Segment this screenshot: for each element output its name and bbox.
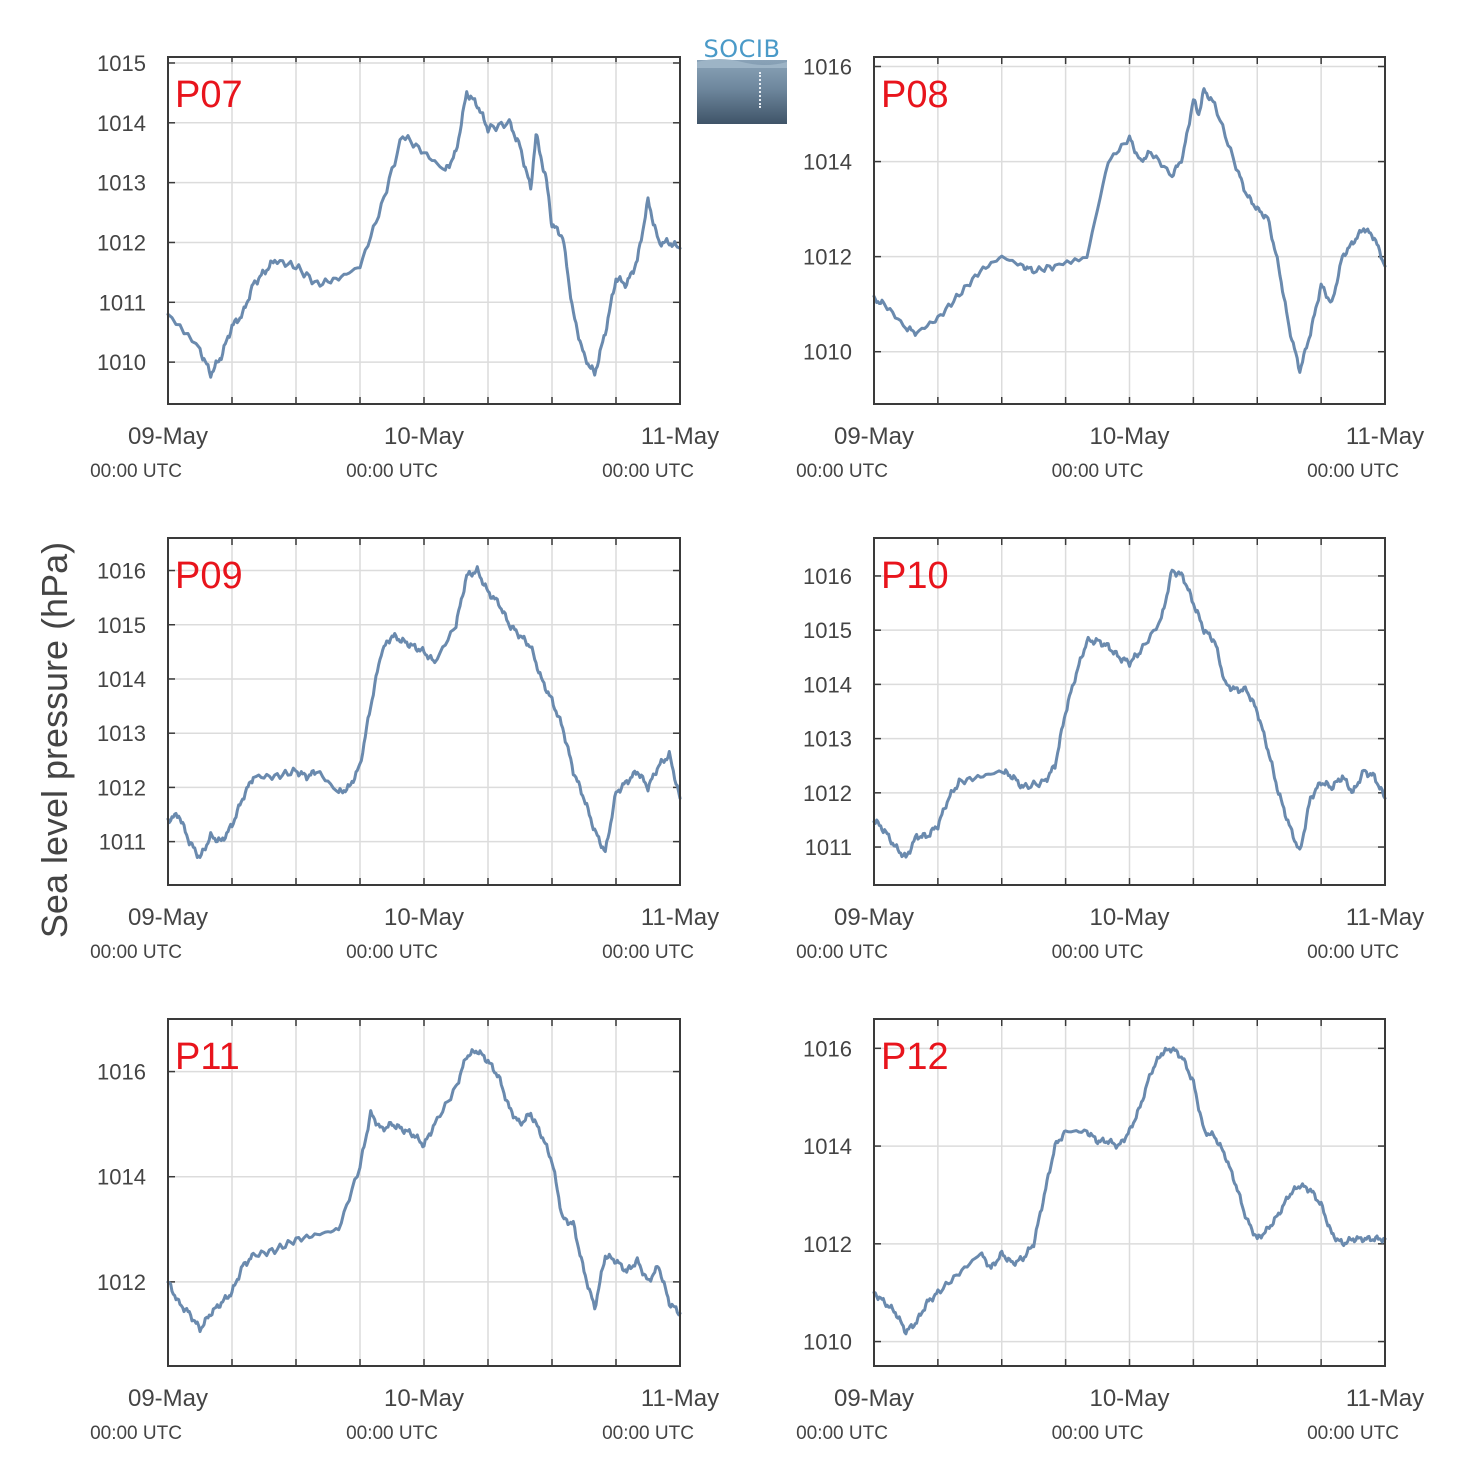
y-tick-label: 1016 [803,55,852,80]
y-tick-label: 1015 [97,613,146,638]
x-tick-date: 09-May [128,904,208,931]
x-tick-time: 00:00 UTC [602,1423,694,1444]
x-tick-time: 00:00 UTC [796,461,888,482]
x-tick-date: 10-May [1089,904,1169,931]
x-tick-date: 11-May [641,904,719,931]
series-line-p07 [166,90,682,379]
series-line-p09 [166,565,682,859]
series-line-p11 [166,1048,682,1334]
panel-p12: 1010 1012 1014 1016 P12 09-May 00:00 UTC 10-May… [796,1018,1424,1444]
x-tick-date: 10-May [1089,1385,1169,1412]
x-tick-time: 00:00 UTC [346,1423,438,1444]
x-tick-time: 00:00 UTC [90,461,182,482]
y-tick-label: 1014 [97,1165,146,1190]
x-tick-date: 10-May [384,904,464,931]
y-tick-label: 1011 [805,835,852,860]
y-tick-label: 1014 [97,111,146,136]
x-tick-time: 00:00 UTC [346,461,438,482]
y-tick-label: 1010 [803,340,852,365]
x-tick-date: 10-May [384,423,464,450]
panel-label: P09 [175,555,243,597]
y-tick-label: 1014 [803,672,852,697]
y-tick-label: 1014 [97,667,146,692]
panel-p09: 1011 1012 1013 1014 1015 1016 P09 09-May 00:00 U… [90,537,719,963]
panel-label: P11 [175,1036,240,1078]
y-tick-label: 1012 [803,1232,852,1257]
x-tick-time: 00:00 UTC [1052,1423,1144,1444]
axes-frame [873,1018,1386,1367]
series-line-p10 [872,568,1387,859]
y-tick-label: 1013 [803,727,852,752]
x-tick-time: 00:00 UTC [1052,461,1144,482]
panel-label: P07 [175,74,243,116]
y-tick-label: 1016 [97,559,146,584]
axes-frame [873,537,1386,886]
axes-frame [167,56,681,405]
axes-frame [873,56,1386,405]
logo-block [697,60,787,124]
x-tick-date: 09-May [834,904,914,931]
y-tick-label: 1013 [97,721,146,746]
y-tick-label: 1011 [99,830,146,855]
x-tick-date: 09-May [128,423,208,450]
axes-frame [167,1018,681,1367]
x-tick-time: 00:00 UTC [1307,942,1399,963]
y-tick-label: 1013 [97,171,146,196]
y-tick-label: 1012 [803,781,852,806]
socib-logo: SOCIB [697,36,787,124]
series-line-p08 [872,87,1387,374]
y-tick-label: 1014 [803,150,852,175]
x-tick-time: 00:00 UTC [796,942,888,963]
x-tick-date: 11-May [641,1385,719,1412]
y-tick-label: 1012 [97,230,146,255]
x-tick-date: 10-May [384,1385,464,1412]
x-tick-time: 00:00 UTC [602,942,694,963]
panel-p07: 1010 1011 1012 1013 1014 1015 P07 09-May 00:00 U… [90,51,719,482]
y-tick-label: 1014 [803,1134,852,1159]
panel-label: P08 [881,74,949,116]
y-tick-label: 1012 [97,775,146,800]
panel-p08: 1010 1012 1014 1016 P08 09-May 00:00 UTC 10-May… [796,55,1424,482]
y-tick-label: 1011 [99,290,146,315]
y-tick-label: 1012 [803,245,852,270]
x-tick-time: 00:00 UTC [90,1423,182,1444]
y-axis-label: Sea level pressure (hPa) [34,542,75,938]
y-tick-label: 1010 [803,1330,852,1355]
panel-p11: 1012 1014 1016 P11 09-May 00:00 UTC 10-May 00:0… [90,1018,719,1444]
x-tick-time: 00:00 UTC [346,942,438,963]
x-tick-date: 09-May [834,423,914,450]
x-tick-time: 00:00 UTC [90,942,182,963]
panel-p10: 1011 1012 1013 1014 1015 1016 P10 09-May 00:00 U… [796,537,1424,963]
x-tick-time: 00:00 UTC [1307,1423,1399,1444]
panel-label: P10 [881,555,949,597]
x-tick-date: 10-May [1089,423,1169,450]
x-tick-time: 00:00 UTC [602,461,694,482]
panel-label: P12 [881,1036,949,1078]
series-line-p12 [872,1046,1387,1336]
x-tick-date: 09-May [834,1385,914,1412]
x-tick-date: 11-May [1346,904,1424,931]
axes-frame [167,537,681,886]
y-tick-label: 1016 [803,1036,852,1061]
x-tick-time: 00:00 UTC [1052,942,1144,963]
x-tick-date: 11-May [641,423,719,450]
x-tick-time: 00:00 UTC [796,1423,888,1444]
y-tick-label: 1012 [97,1270,146,1295]
x-tick-date: 09-May [128,1385,208,1412]
y-tick-label: 1016 [803,564,852,589]
y-tick-label: 1016 [97,1060,146,1085]
logo-text: SOCIB [703,35,781,63]
x-tick-time: 00:00 UTC [1307,461,1399,482]
y-tick-label: 1010 [97,350,146,375]
x-tick-date: 11-May [1346,423,1424,450]
y-tick-label: 1015 [803,618,852,643]
logo-dots [759,72,763,108]
y-tick-label: 1015 [97,51,146,76]
x-tick-date: 11-May [1346,1385,1424,1412]
logo-wave [697,59,787,68]
